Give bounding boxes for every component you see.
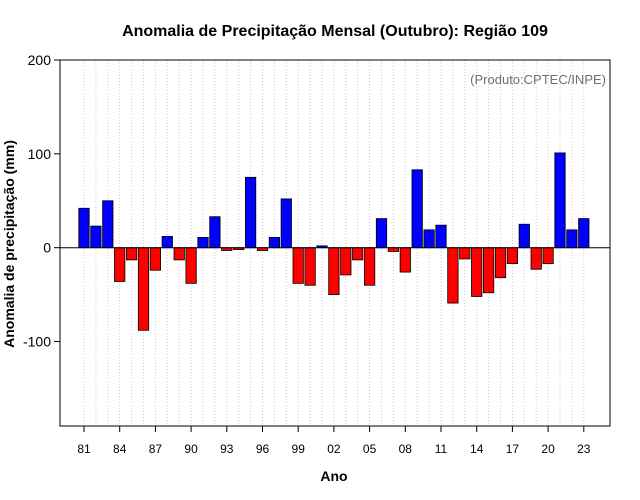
bar-1983	[102, 200, 114, 249]
bar-1982	[90, 225, 102, 249]
x-tick-label: 90	[184, 442, 198, 456]
bar-2011	[435, 224, 447, 249]
bar-1988	[161, 236, 173, 249]
bar-1984	[114, 247, 126, 282]
bar-1998	[280, 198, 292, 249]
x-tick-label: 23	[577, 442, 591, 456]
bar-1995	[244, 176, 257, 249]
bar-2013	[459, 247, 471, 260]
bar-2017	[506, 247, 519, 265]
bar-1987	[149, 247, 161, 271]
x-tick-label: 81	[77, 442, 91, 456]
bar-1989	[173, 247, 185, 261]
y-axis: 200 100 0 -100	[23, 52, 60, 350]
y-tick-label: 100	[28, 146, 52, 162]
bar-2006	[375, 218, 388, 249]
x-tick-label: 11	[435, 442, 448, 456]
y-tick-label: 200	[28, 52, 52, 68]
x-tick-label: 08	[399, 442, 413, 456]
bar-2014	[471, 247, 483, 297]
bar-2004	[352, 247, 364, 261]
y-axis-label: Anomalia de precipitação (mm)	[1, 140, 17, 348]
bar-2005	[363, 247, 376, 286]
bar-2000	[304, 247, 316, 286]
watermark-text: (Produto:CPTEC/INPE)	[470, 72, 606, 87]
bar-2012	[447, 247, 459, 304]
bar-2022	[566, 229, 578, 249]
bar-1999	[292, 247, 304, 284]
bar-1992	[209, 216, 221, 249]
bar-1997	[268, 236, 281, 249]
y-tick-label: -100	[23, 334, 51, 350]
bar-2007	[387, 247, 400, 252]
bar-1986	[137, 247, 150, 331]
bar-1991	[197, 236, 209, 249]
x-tick-label: 20	[541, 442, 555, 456]
x-tick-label: 87	[149, 442, 163, 456]
x-tick-label: 99	[292, 442, 306, 456]
x-tick-label: 05	[363, 442, 377, 456]
bar-2023	[578, 218, 590, 249]
x-tick-label: 84	[113, 442, 127, 456]
bar-2002	[328, 247, 340, 296]
x-tick-label: 93	[220, 442, 234, 456]
bar-2016	[494, 247, 507, 279]
bar-1981	[78, 207, 90, 249]
x-tick-label: 17	[506, 442, 520, 456]
x-axis: 81 84 87 90 93 96 99 02 05 08 11 14 17 20 23	[77, 426, 591, 456]
vertical-grid	[83, 60, 585, 426]
x-tick-label: 14	[470, 442, 484, 456]
bar-2003	[340, 247, 352, 276]
bar-2009	[411, 169, 423, 249]
x-tick-label: 02	[327, 442, 341, 456]
bar-2021	[554, 152, 566, 249]
bar-1985	[126, 247, 138, 261]
bar-2008	[399, 247, 411, 273]
plot-frame	[59, 59, 611, 427]
bar-2019	[530, 247, 542, 270]
x-axis-label: Ano	[320, 468, 347, 484]
bar-2018	[518, 223, 530, 249]
bar-2020	[542, 247, 554, 265]
y-tick-label: 0	[43, 240, 51, 256]
bar-2010	[423, 229, 435, 249]
x-tick-label: 96	[256, 442, 270, 456]
bar-1990	[185, 247, 197, 284]
bar-2015	[482, 247, 495, 294]
bars	[78, 152, 590, 331]
chart-title: Anomalia de Precipitação Mensal (Outubro…	[122, 23, 548, 40]
